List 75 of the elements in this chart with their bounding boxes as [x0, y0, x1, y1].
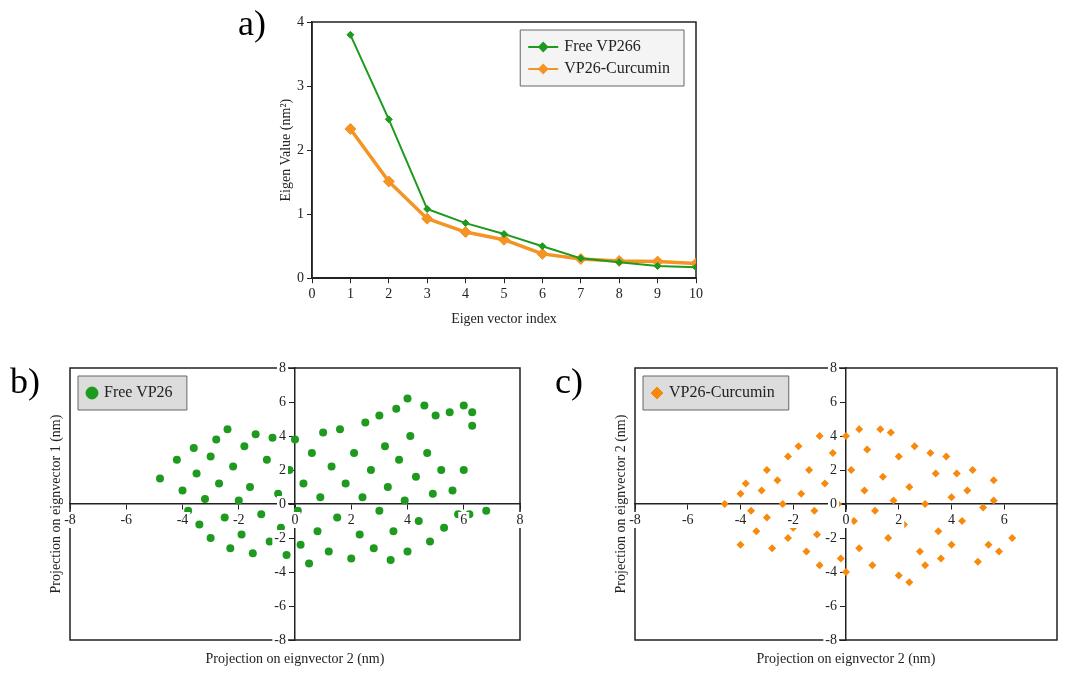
x-tick-label: 6: [460, 511, 468, 527]
x-tick-label: 8: [516, 511, 524, 527]
y-tick-label: 8: [830, 359, 837, 375]
y-axis-title: Projection on eignvector 2 (nm): [612, 414, 629, 594]
y-tick-label: -4: [274, 563, 286, 579]
point: [344, 122, 357, 135]
legend-label: Free VP26: [104, 383, 173, 401]
x-tick-label: -8: [629, 511, 641, 527]
x-tick-label: -6: [120, 511, 133, 527]
point: [382, 175, 395, 188]
chart-title: c): [555, 360, 583, 402]
x-tick-label: 4: [404, 511, 411, 527]
y-tick-label: 6: [279, 393, 286, 409]
y-tick-label: 8: [279, 359, 286, 375]
point: [461, 219, 470, 228]
y-tick-label: 4: [830, 427, 837, 443]
x-tick-label: 10: [689, 286, 703, 302]
y-tick-label: -2: [274, 529, 286, 545]
x-tick-label: 2: [895, 511, 903, 527]
x-tick-label: 1: [346, 286, 354, 302]
x-tick-label: -2: [232, 511, 245, 527]
point: [384, 115, 393, 124]
y-tick-label: 4: [279, 427, 286, 443]
legend-label: VP26-Curcumin: [564, 59, 671, 77]
x-tick-label: 0: [842, 511, 850, 527]
chart-title: a): [238, 2, 266, 44]
x-tick-label: 6: [1000, 511, 1008, 527]
chart-title: b): [10, 360, 40, 402]
point: [421, 212, 434, 225]
y-tick-label: 0: [279, 495, 286, 511]
x-tick-label: 6: [538, 286, 546, 302]
point: [459, 226, 472, 239]
x-tick-label: -2: [787, 511, 800, 527]
x-tick-label: 3: [423, 286, 431, 302]
x-tick-label: 7: [577, 286, 585, 302]
x-tick-label: 2: [347, 511, 355, 527]
y-tick-label: 0: [297, 269, 304, 285]
y-tick-label: 4: [297, 13, 304, 29]
y-tick-label: 2: [279, 461, 286, 477]
y-tick-label: -6: [274, 597, 286, 613]
x-axis-title: Eigen vector index: [451, 310, 557, 326]
y-axis-title: Projection on eignvector 1 (nm): [47, 414, 64, 594]
legend-label: Free VP266: [564, 37, 641, 55]
x-tick-label: -6: [681, 511, 694, 527]
point: [538, 242, 547, 251]
y-tick-label: -2: [825, 529, 837, 545]
x-axis-title: Projection on eignvector 2 (nm): [756, 650, 936, 667]
point: [615, 258, 624, 267]
point: [346, 30, 355, 39]
y-tick-label: -4: [825, 563, 837, 579]
x-tick-label: 5: [500, 286, 508, 302]
x-tick-label: -4: [176, 511, 189, 527]
x-tick-label: 4: [462, 286, 470, 302]
x-axis-title: Projection on eignvector 2 (nm): [205, 650, 385, 667]
point: [423, 205, 432, 214]
x-tick-label: 9: [654, 286, 662, 302]
x-tick-label: 4: [948, 511, 955, 527]
point: [500, 230, 508, 239]
point: [653, 262, 662, 271]
y-axis-title: Eigen Value (nm²): [277, 98, 294, 202]
y-tick-label: 0: [830, 495, 837, 511]
legend-label: VP26-Curcumin: [669, 383, 775, 401]
y-tick-label: -6: [825, 597, 837, 613]
x-tick-label: 0: [308, 286, 316, 302]
y-tick-label: 3: [297, 77, 304, 93]
y-tick-label: -8: [825, 631, 837, 647]
x-tick-label: 2: [385, 286, 393, 302]
y-tick-label: -8: [274, 631, 286, 647]
x-tick-label: -8: [64, 511, 76, 527]
y-tick-label: 2: [297, 141, 304, 157]
y-tick-label: 6: [830, 393, 837, 409]
y-tick-label: 1: [297, 205, 304, 221]
x-tick-label: -4: [734, 511, 747, 527]
x-tick-label: 8: [615, 286, 623, 302]
y-tick-label: 2: [830, 461, 837, 477]
